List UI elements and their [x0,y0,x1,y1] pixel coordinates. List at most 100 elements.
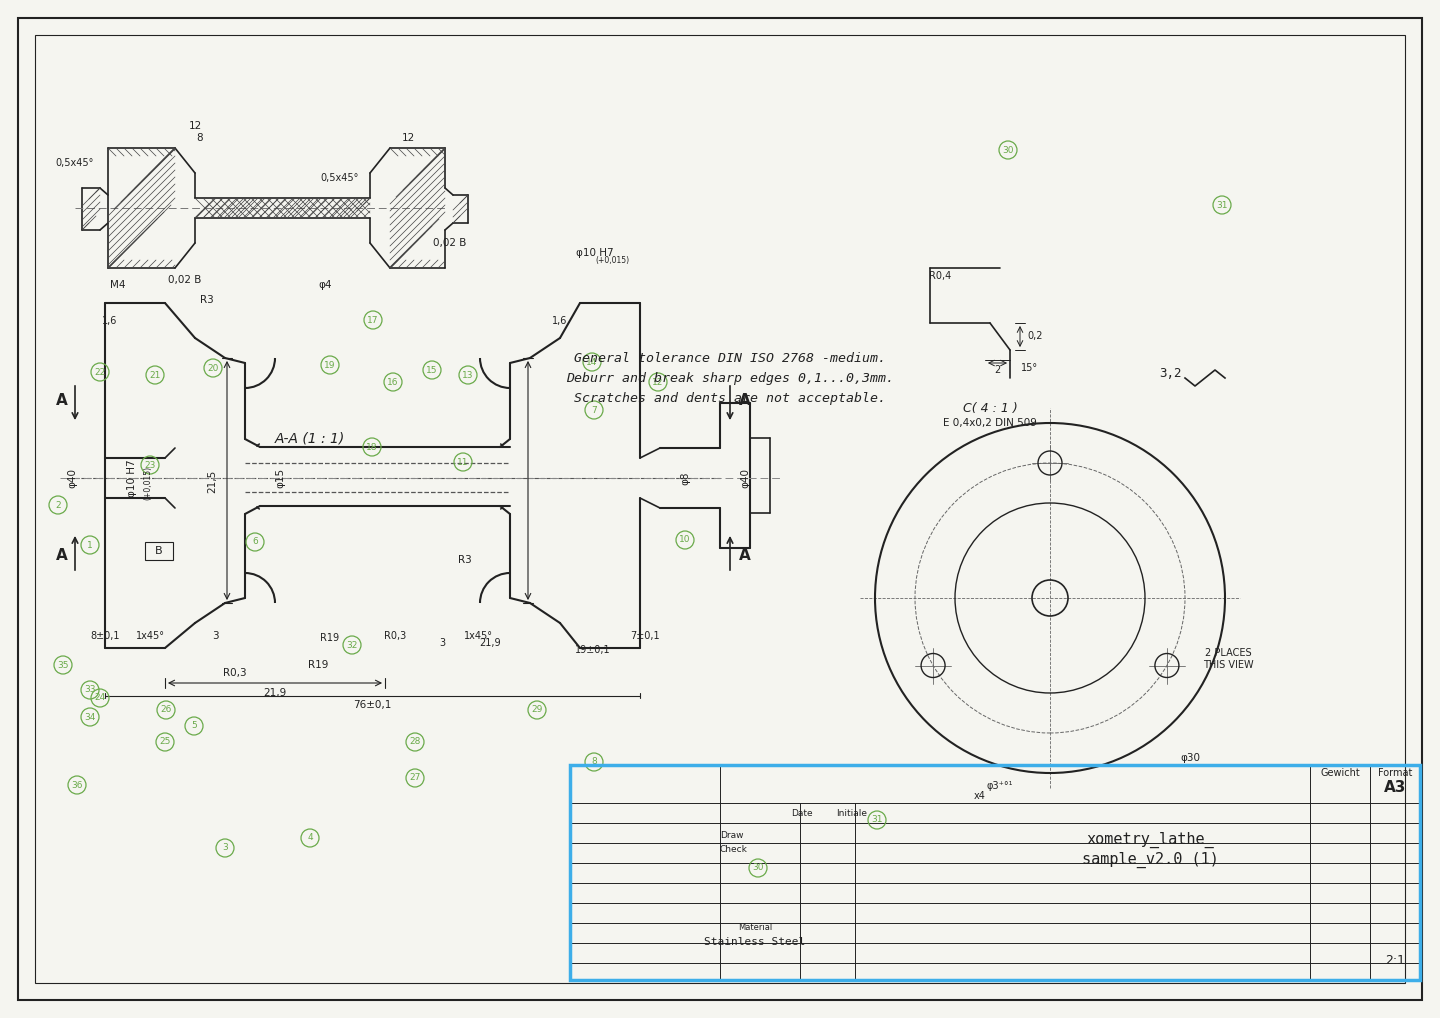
Text: C( 4 : 1 ): C( 4 : 1 ) [962,401,1018,414]
Text: R19: R19 [308,660,328,670]
Text: φ4: φ4 [318,280,331,290]
Text: E 0,4x0,2 DIN 509: E 0,4x0,2 DIN 509 [943,418,1037,428]
Text: Check: Check [720,846,747,854]
Text: 15°: 15° [1021,363,1038,373]
Text: 0,5x45°: 0,5x45° [56,158,94,168]
Text: Scratches and dents are not acceptable.: Scratches and dents are not acceptable. [575,392,886,404]
Text: 27: 27 [409,774,420,783]
Text: φ15: φ15 [275,468,285,488]
Text: 0,5x45°: 0,5x45° [321,173,359,183]
Text: φ10 H7: φ10 H7 [576,248,613,258]
Text: A-A (1 : 1): A-A (1 : 1) [275,431,346,445]
Text: φ3⁺°¹: φ3⁺°¹ [986,781,1014,791]
Text: 13: 13 [462,371,474,380]
Text: 1,6: 1,6 [102,316,118,326]
Text: 32: 32 [346,640,357,649]
Text: 0,02 B: 0,02 B [433,238,467,248]
Text: 10: 10 [680,535,691,545]
Text: 1x45°: 1x45° [135,631,164,641]
Text: 14: 14 [586,357,598,366]
Text: B: B [156,546,163,556]
Text: 22: 22 [95,367,105,377]
Text: R0,3: R0,3 [384,631,406,641]
Text: φ30: φ30 [1179,753,1200,764]
Text: 19: 19 [324,360,336,370]
Text: Format: Format [1378,768,1413,778]
Text: Draw: Draw [720,831,743,840]
Text: 0,2: 0,2 [1027,331,1043,341]
Text: 3,2: 3,2 [1159,366,1181,380]
Text: R3: R3 [458,555,472,565]
Text: 21,9: 21,9 [480,638,501,648]
Text: 7: 7 [592,405,596,414]
Text: 76±0,1: 76±0,1 [353,700,392,710]
Text: 6: 6 [252,538,258,547]
Text: 25: 25 [160,737,171,746]
Text: 21: 21 [150,371,161,380]
Bar [570,765,1420,980]
Text: 5: 5 [192,722,197,731]
Text: 29: 29 [531,705,543,715]
Text: Material: Material [737,923,772,932]
Text: 31: 31 [871,815,883,825]
Text: xometry_lathe_: xometry_lathe_ [1086,832,1214,848]
Text: R0,3: R0,3 [223,668,246,678]
Text: 18: 18 [366,443,377,452]
Text: 15: 15 [426,365,438,375]
Text: 33: 33 [85,685,95,694]
Text: 2: 2 [994,365,1001,375]
Text: A: A [739,549,750,564]
Text: 23: 23 [144,460,156,469]
Text: 28: 28 [409,737,420,746]
Text: 26: 26 [160,705,171,715]
Text: sample_v2.0 (1): sample_v2.0 (1) [1081,852,1218,868]
Text: Date: Date [791,808,812,817]
Text: THIS VIEW: THIS VIEW [1202,660,1253,670]
Text: 7±0,1: 7±0,1 [631,631,660,641]
Text: General tolerance DIN ISO 2768 -medium.: General tolerance DIN ISO 2768 -medium. [575,351,886,364]
Bar [145,542,173,560]
Text: 2: 2 [55,501,60,509]
Text: R3: R3 [200,295,215,305]
Text: 4: 4 [307,834,312,843]
Text: 8±0,1: 8±0,1 [91,631,120,641]
Text: Initiale: Initiale [837,808,867,817]
Text: 16: 16 [387,378,399,387]
Text: 19±0,1: 19±0,1 [575,645,611,655]
Text: 31: 31 [1217,201,1228,210]
Text: 35: 35 [58,661,69,670]
Text: 30: 30 [1002,146,1014,155]
Text: 1,6: 1,6 [553,316,567,326]
Text: 2:1: 2:1 [1385,954,1405,966]
Text: M4: M4 [111,280,125,290]
Text: φ8: φ8 [680,471,690,485]
Text: 2 PLACES: 2 PLACES [1205,648,1251,658]
Text: 36: 36 [71,781,82,790]
Text: 20: 20 [207,363,219,373]
Text: 1x45°: 1x45° [464,631,492,641]
Text: R19: R19 [321,633,340,643]
Text: 8: 8 [592,757,596,767]
Text: 3: 3 [439,638,445,648]
Text: 3: 3 [212,631,219,641]
Text: Deburr and break sharp edges 0,1...0,3mm.: Deburr and break sharp edges 0,1...0,3mm… [566,372,894,385]
Text: (+0,015): (+0,015) [595,256,629,265]
Text: A: A [56,393,68,407]
Text: 0,02 B: 0,02 B [168,275,202,285]
Text: Stainless Steel: Stainless Steel [704,937,805,947]
Text: φ40: φ40 [68,468,76,488]
Text: φ10 H7: φ10 H7 [127,459,137,497]
Text: 24: 24 [95,693,105,702]
Text: 30: 30 [752,863,763,872]
Text: (+0,015): (+0,015) [144,466,153,500]
Text: 12: 12 [402,133,415,143]
Text: A3: A3 [1384,781,1407,795]
Text: 1: 1 [88,541,92,550]
Text: 11: 11 [458,457,469,466]
Text: A: A [56,549,68,564]
Text: 8: 8 [197,133,203,143]
Text: 17: 17 [367,316,379,325]
Text: 21,9: 21,9 [264,688,287,698]
Text: 34: 34 [85,713,95,722]
Text: Gewicht: Gewicht [1320,768,1359,778]
